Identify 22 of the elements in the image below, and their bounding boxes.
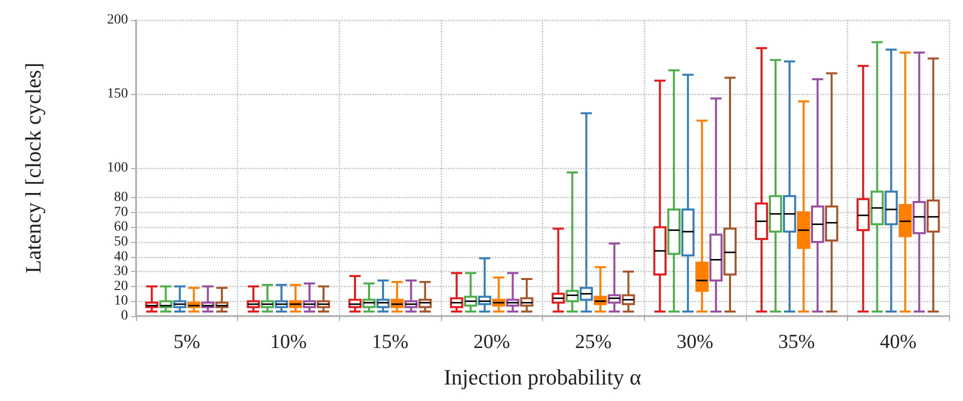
x-tick-label: 35% xyxy=(778,331,815,353)
y-tick-label: 20 xyxy=(114,278,128,294)
y-tick-label: 10 xyxy=(114,294,128,309)
y-tick-label: 0 xyxy=(121,308,128,324)
x-axis-title: Injection probability α xyxy=(444,364,642,390)
y-tick-label: 200 xyxy=(107,12,128,28)
x-tick-label: 5% xyxy=(173,331,200,353)
x-tick-label: 40% xyxy=(880,331,917,353)
y-tick-label: 80 xyxy=(114,190,128,206)
y-tick-label: 30 xyxy=(114,264,128,280)
y-tick-label: 40 xyxy=(114,249,128,264)
y-tick-label: 70 xyxy=(114,204,128,220)
x-tick-label: 25% xyxy=(574,331,612,353)
x-tick-label: 10% xyxy=(270,331,307,353)
y-tick-label: 100 xyxy=(107,160,128,176)
x-tick-label: 30% xyxy=(676,331,714,353)
y-axis-title: Latency l [clock cycles] xyxy=(20,62,46,274)
y-tick-label: 60 xyxy=(114,220,128,235)
x-tick-label: 20% xyxy=(473,331,510,353)
y-tick-label: 150 xyxy=(107,86,128,102)
x-tick-label: 15% xyxy=(372,331,408,353)
y-tick-label: 50 xyxy=(114,234,128,250)
